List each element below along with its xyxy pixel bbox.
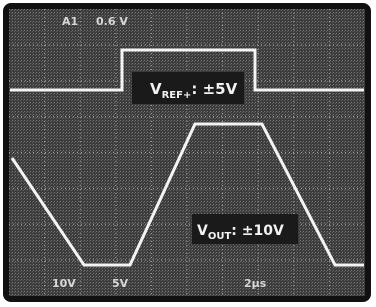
vout-rest: : ±10V: [231, 223, 284, 239]
channel-label: A1: [62, 15, 78, 28]
vref-main: V: [150, 80, 162, 98]
bottom-label: 2µs: [244, 277, 267, 290]
screen-area: [9, 9, 365, 296]
page: {"screen": { "top_labels": ["A1", "0.6 V…: [0, 0, 376, 307]
bottom-label: 5V: [112, 277, 129, 290]
vref-sub: REF+: [162, 90, 192, 101]
oscilloscope-screen: VREF+: ±5V VOUT: ±10V A1 0.6 V 10V 5V 2µ…: [0, 0, 376, 307]
vout-sub: OUT: [208, 231, 232, 242]
vout-main: V: [197, 223, 208, 239]
vref-rest: : ±5V: [191, 80, 237, 98]
bottom-label: 10V: [52, 277, 76, 290]
scale-label: 0.6 V: [96, 15, 128, 28]
